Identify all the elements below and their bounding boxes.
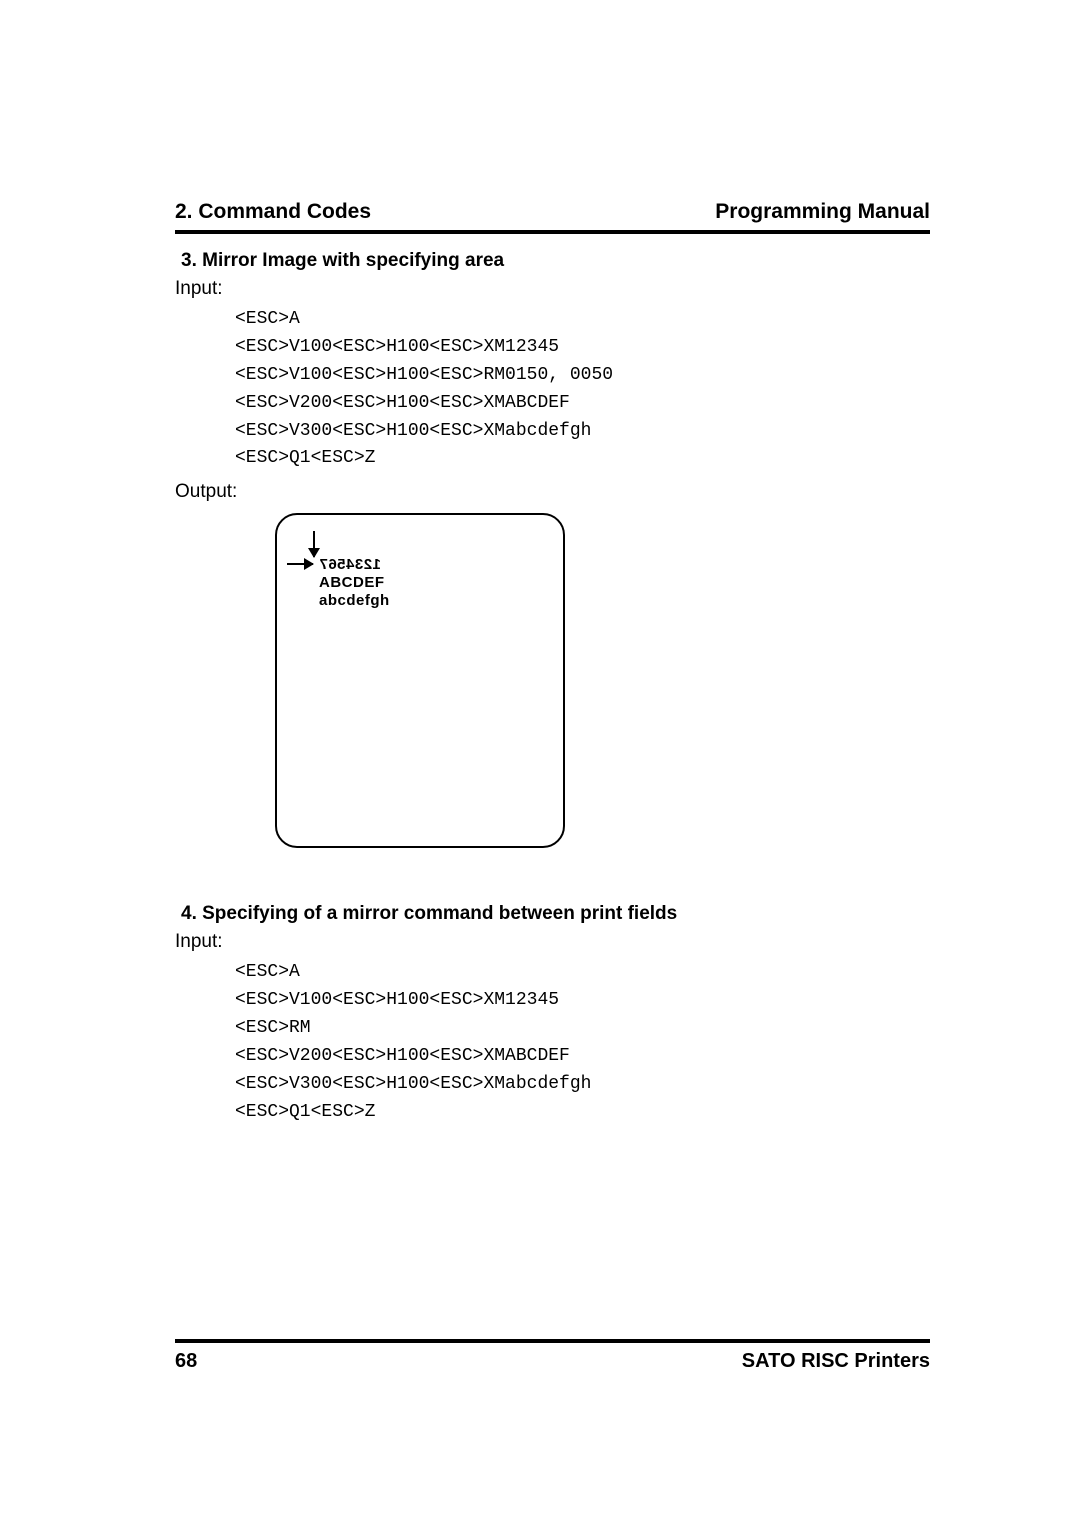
section4-heading: 4. Specifying of a mirror command betwee… [181, 903, 930, 925]
header-rule [175, 230, 930, 234]
output-figure: 1234567 ABCDEF abcdefgh [275, 513, 930, 848]
printed-lines: 1234567 ABCDEF abcdefgh [319, 556, 390, 609]
section3-output-label: Output: [175, 481, 930, 503]
arrow-down-icon [313, 531, 315, 557]
label-outline: 1234567 ABCDEF abcdefgh [275, 513, 565, 848]
section3-heading: 3. Mirror Image with specifying area [181, 250, 930, 272]
arrow-right-icon [287, 563, 313, 565]
section3-input-label: Input: [175, 278, 930, 300]
footer-right: SATO RISC Printers [742, 1350, 930, 1373]
printed-line1-mirrored: 1234567 [319, 556, 381, 573]
printed-line3: abcdefgh [319, 592, 390, 609]
printed-line2: ABCDEF [319, 574, 390, 591]
section3-code: <ESC>A <ESC>V100<ESC>H100<ESC>XM12345 <E… [235, 306, 930, 473]
section4-code: <ESC>A <ESC>V100<ESC>H100<ESC>XM12345 <E… [235, 959, 930, 1126]
footer-rule [175, 1339, 930, 1343]
header-right: Programming Manual [715, 200, 930, 224]
header-left: 2. Command Codes [175, 200, 371, 224]
page-number: 68 [175, 1350, 197, 1373]
section4-input-label: Input: [175, 931, 930, 953]
